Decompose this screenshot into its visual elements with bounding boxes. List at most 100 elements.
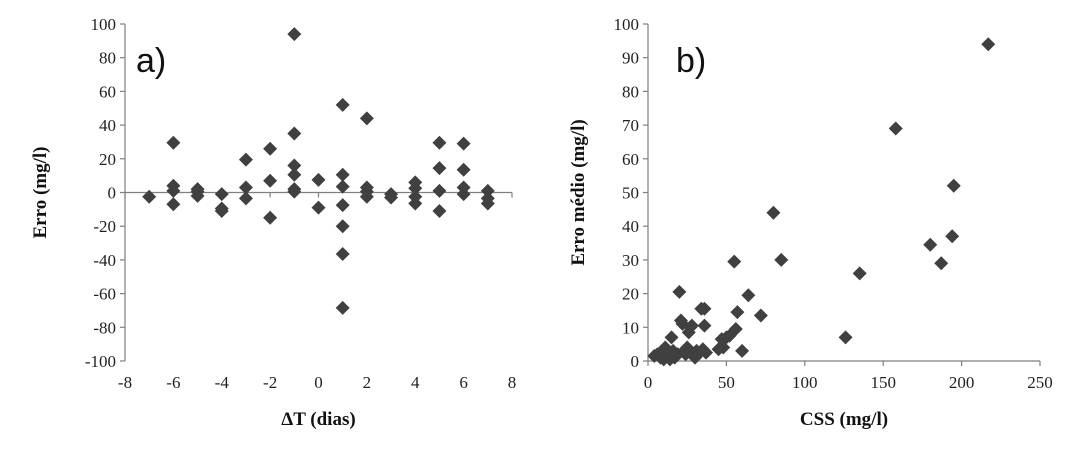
panel-a-data-point bbox=[456, 136, 471, 151]
panel-a-data-point bbox=[263, 141, 278, 156]
panel-b-data-point bbox=[934, 256, 949, 271]
panel-a-y-tick-label: -80 bbox=[93, 318, 116, 337]
panel-a-data-point bbox=[456, 162, 471, 177]
panel-b-x-tick-label: 200 bbox=[949, 373, 975, 392]
panel-a-y-tick-label: -40 bbox=[93, 251, 116, 270]
panel-b-x-tick-label: 150 bbox=[870, 373, 896, 392]
panel-b-data-point bbox=[945, 229, 960, 244]
panel-b-x-tick-label: 50 bbox=[718, 373, 735, 392]
panel-a-data-point bbox=[263, 173, 278, 188]
panel-a-data-point bbox=[432, 161, 447, 176]
panel-a-data-point bbox=[263, 210, 278, 225]
panel-a-data-point bbox=[432, 135, 447, 150]
panel-a-x-tick-label: 4 bbox=[411, 373, 420, 392]
panel-a-data-point bbox=[311, 200, 326, 215]
panel-b-data-point bbox=[923, 237, 938, 252]
panel-b-data-point bbox=[852, 266, 867, 281]
panel-a-data-point bbox=[335, 179, 350, 194]
panel-a-x-tick-label: -6 bbox=[166, 373, 180, 392]
panel-a-data-point bbox=[456, 187, 471, 202]
panel-a-data-point bbox=[166, 135, 181, 150]
panel-b-data-point bbox=[728, 321, 743, 336]
panel-a-data-point bbox=[335, 97, 350, 112]
panel-b-label: b) bbox=[676, 42, 706, 80]
panel-a-y-tick-label: 40 bbox=[99, 116, 116, 135]
panel-a-data-point bbox=[142, 189, 157, 204]
panel-a-data-point bbox=[335, 219, 350, 234]
panel-a-data-point bbox=[408, 181, 423, 196]
panel-b-y-tick-label: 20 bbox=[622, 285, 639, 304]
panel-a-data-point bbox=[287, 27, 302, 42]
panel-a-x-tick-label: 8 bbox=[508, 373, 517, 392]
panel-b-x-tick-label: 100 bbox=[792, 373, 818, 392]
panel-a-data-point bbox=[311, 172, 326, 187]
panel-a-data-point bbox=[214, 187, 229, 202]
panel-a-data-point bbox=[238, 180, 253, 195]
panel-a-data-point bbox=[287, 126, 302, 141]
panel-a-y-tick-label: -100 bbox=[85, 352, 116, 371]
panel-a-y-tick-label: 100 bbox=[91, 15, 117, 34]
panel-a-y-tick-label: 80 bbox=[99, 49, 116, 68]
panel-a-data-point bbox=[287, 184, 302, 199]
panel-a-data-point bbox=[214, 204, 229, 219]
panel-a-data-point bbox=[238, 152, 253, 167]
panel-a-y-tick-label: -20 bbox=[93, 217, 116, 236]
panel-a-y-tick-label: 0 bbox=[108, 184, 117, 203]
panel-b-y-tick-label: 90 bbox=[622, 49, 639, 68]
panel-b-x-axis-label: CSS (mg/l) bbox=[800, 409, 888, 430]
panel-b-data-point bbox=[766, 205, 781, 220]
panel-b-data-point bbox=[730, 305, 745, 320]
panel-a-label: a) bbox=[136, 42, 166, 80]
panel-b-data-point bbox=[697, 318, 712, 333]
panel-b-data-point bbox=[741, 288, 756, 303]
panel-a-x-axis-label: ΔT (dias) bbox=[281, 409, 355, 430]
panel-b-y-tick-label: 70 bbox=[622, 116, 639, 135]
panel-b-data-point bbox=[684, 318, 699, 333]
panel-b-y-tick-label: 30 bbox=[622, 251, 639, 270]
panel-b-y-tick-label: 50 bbox=[622, 184, 639, 203]
panel-a-data-point bbox=[287, 158, 302, 173]
panel-a-y-tick-label: 60 bbox=[99, 82, 116, 101]
panel-a-data-point bbox=[480, 183, 495, 198]
panel-b-x-tick-label: 0 bbox=[644, 373, 653, 392]
panel-b-data-point bbox=[672, 284, 687, 299]
panel-b-erro-medio-vs-css: 0 10 20 30 40 50 60 70 80 90 100 0 50 100 150 200 250 b)… bbox=[568, 15, 1053, 430]
panel-a-y-tick-label: -60 bbox=[93, 285, 116, 304]
panel-b-y-tick-label: 60 bbox=[622, 150, 639, 169]
panel-b-data-point bbox=[774, 252, 789, 267]
panel-a-data-point bbox=[166, 197, 181, 212]
panel-b-data-point bbox=[735, 343, 750, 358]
panel-a-x-tick-label: -2 bbox=[263, 373, 277, 392]
panel-a-data-point bbox=[335, 247, 350, 262]
panel-a-data-point bbox=[359, 189, 374, 204]
panel-a-y-tick-label: 20 bbox=[99, 150, 116, 169]
panel-a-data-point bbox=[335, 300, 350, 315]
panel-b-data-point bbox=[699, 345, 714, 360]
panel-a-y-axis-label: Erro (mg/l) bbox=[30, 147, 51, 239]
panel-a-x-tick-label: 0 bbox=[314, 373, 323, 392]
panel-b-data-point bbox=[981, 37, 996, 52]
panel-b-y-tick-label: 100 bbox=[614, 15, 640, 34]
panel-a-data-point bbox=[238, 191, 253, 206]
panel-a-x-tick-label: -8 bbox=[118, 373, 132, 392]
panel-b-y-axis-label: Erro médio (mg/l) bbox=[568, 119, 589, 265]
panel-b-data-point bbox=[664, 330, 679, 345]
panel-a-data-point bbox=[408, 196, 423, 211]
panel-a-data-point bbox=[335, 167, 350, 182]
panel-b-data-point bbox=[697, 301, 712, 316]
panel-a-x-tick-label: 2 bbox=[363, 373, 372, 392]
panel-a-data-point bbox=[287, 167, 302, 182]
panel-b-data-point bbox=[753, 308, 768, 323]
panel-a-x-tick-label: 6 bbox=[459, 373, 468, 392]
panel-a-data-point bbox=[384, 190, 399, 205]
panel-b-y-tick-label: 80 bbox=[622, 82, 639, 101]
panel-b-y-tick-label: 40 bbox=[622, 217, 639, 236]
panel-a-data-point bbox=[335, 198, 350, 213]
panel-b-data-point bbox=[888, 121, 903, 136]
panel-a-data-point bbox=[190, 188, 205, 203]
panel-b-data-point bbox=[838, 330, 853, 345]
panel-a-x-tick-label: -4 bbox=[215, 373, 230, 392]
panel-b-y-tick-label: 10 bbox=[622, 318, 639, 337]
